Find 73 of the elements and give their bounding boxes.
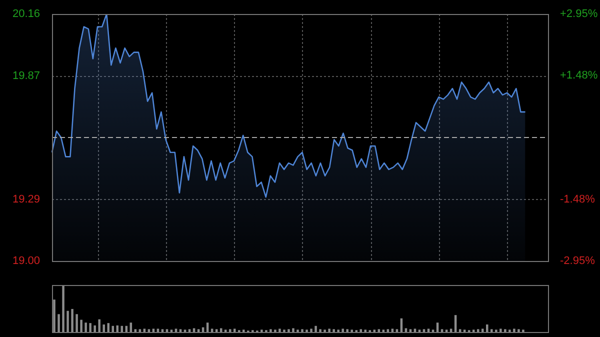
bar — [518, 329, 520, 332]
bar — [328, 328, 330, 332]
bar — [179, 329, 182, 332]
bar — [134, 329, 137, 332]
bar — [391, 328, 394, 332]
bar — [156, 328, 160, 332]
bar — [288, 329, 290, 332]
bar — [112, 326, 114, 332]
bar — [58, 314, 60, 332]
bar — [500, 328, 502, 332]
bar — [490, 329, 493, 332]
bar — [486, 324, 488, 332]
bar — [188, 329, 191, 332]
bar — [228, 329, 232, 332]
bar — [138, 329, 142, 332]
bar — [396, 329, 398, 332]
bar — [360, 329, 362, 332]
bar — [152, 328, 155, 332]
bar — [378, 329, 380, 332]
bar — [342, 328, 344, 332]
bar — [310, 328, 312, 332]
bar — [143, 328, 146, 332]
bar — [148, 329, 150, 332]
bar — [71, 308, 74, 332]
bar — [192, 328, 196, 332]
bar — [301, 329, 304, 332]
bar — [197, 329, 200, 332]
bar — [386, 329, 390, 332]
bar — [458, 329, 462, 332]
bar — [450, 328, 452, 332]
bar — [220, 328, 222, 332]
y-tick-label: 19.87 — [12, 70, 40, 82]
bar — [76, 314, 78, 332]
bar — [62, 285, 64, 332]
y-tick-label: 19.29 — [12, 193, 40, 206]
bar — [53, 300, 56, 332]
bar — [89, 323, 92, 332]
bar — [107, 323, 110, 332]
bar — [270, 329, 272, 332]
bar — [404, 328, 408, 332]
bar — [476, 329, 480, 332]
bar — [314, 326, 317, 332]
bar — [481, 328, 484, 332]
bar — [414, 328, 416, 332]
bar — [94, 325, 96, 332]
bar — [440, 329, 444, 332]
y2-tick-label: -1.48% — [560, 193, 596, 206]
bar — [98, 319, 100, 332]
bar — [332, 329, 335, 332]
bar — [409, 329, 412, 332]
bar — [278, 328, 281, 332]
bar — [166, 329, 168, 332]
bar — [66, 310, 69, 332]
y2-tick-label: +2.95% — [560, 8, 598, 20]
bar — [292, 328, 294, 332]
bar — [422, 329, 426, 332]
bar — [504, 329, 506, 332]
bar — [513, 328, 516, 332]
y2-tick-label: +1.48% — [560, 70, 598, 82]
bar — [161, 329, 164, 332]
bar — [210, 328, 214, 332]
y-tick-label: 20.16 — [12, 8, 40, 20]
bar — [174, 328, 178, 332]
bar — [346, 329, 348, 332]
y2-tick-label: -2.95% — [560, 255, 596, 268]
bar — [233, 328, 236, 332]
bar — [215, 329, 218, 332]
bar — [84, 322, 87, 332]
bar — [80, 320, 82, 332]
bar — [427, 328, 430, 332]
y-tick-label: 19.00 — [12, 255, 40, 268]
bar — [319, 329, 322, 332]
bar — [102, 324, 105, 332]
